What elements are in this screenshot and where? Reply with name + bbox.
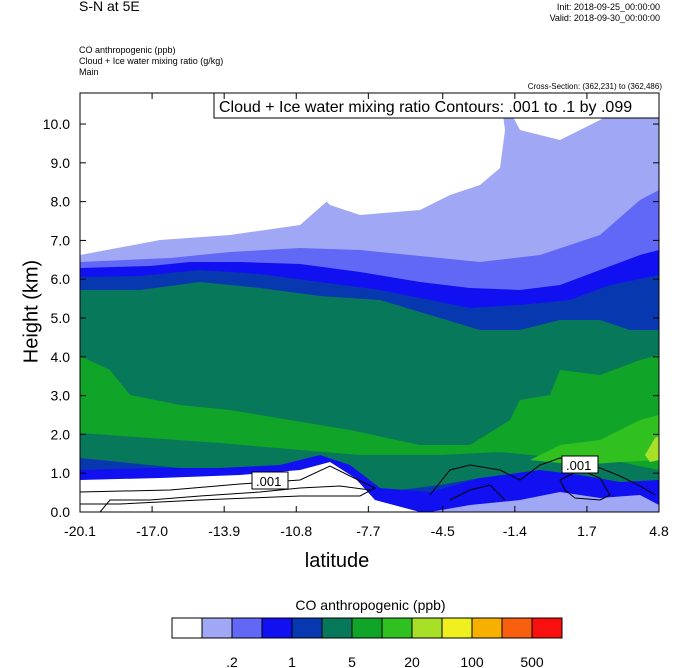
colorbar-swatch: [351, 617, 383, 639]
y-axis-label: Height (km): [20, 259, 43, 364]
y-tick-label: 9.0: [51, 155, 71, 171]
valid-time: Valid: 2018-09-30_00:00:00: [549, 13, 660, 23]
colorbar-swatch: [471, 617, 503, 639]
x-tick-label: 1.7: [577, 523, 597, 539]
x-axis-label: latitude: [304, 550, 370, 572]
co-surface-white: [80, 462, 420, 512]
contour-labels: .001 .001: [251, 455, 599, 490]
colorbar-label: 500: [520, 654, 544, 668]
x-tick-label: -13.9: [208, 523, 240, 539]
contour-lines: [79, 457, 656, 513]
y-tick-label: 0.0: [51, 504, 71, 520]
y-tick-label: 7.0: [51, 232, 71, 248]
y-tick-label: 8.0: [51, 194, 71, 210]
init-time: Init: 2018-09-25_00:00:00: [556, 2, 660, 12]
colorbar-swatch: [381, 617, 413, 639]
x-axis: -20.1 -17.0 -13.9 -10.8 -7.7 -4.5 -1.4 1.7 4.8: [64, 93, 669, 539]
colorbar-title: CO anthropogenic (ppb): [295, 597, 446, 613]
field-main: Main: [79, 67, 99, 77]
y-tick-label: 10.0: [43, 116, 70, 132]
y-tick-label: 1.0: [51, 465, 71, 481]
colorbar-swatch: [321, 617, 353, 639]
co-band-300: [645, 436, 659, 462]
colorbar-label: 1: [288, 654, 296, 668]
init-valid-times: Init: 2018-09-25_00:00:00 Valid: 2018-09…: [550, 2, 660, 24]
x-tick-label: -1.4: [503, 523, 527, 539]
field-descriptions: CO anthropogenic (ppb) Cloud + Ice water…: [79, 45, 223, 78]
cross-section-label: Cross-Section: (362,231) to (362,486): [527, 82, 662, 91]
colorbar-swatch: [231, 617, 263, 639]
y-axis: 0.0 1.0 2.0 3.0 4.0 5.0 6.0 7.0 8.0 9.0 10.0: [43, 116, 659, 520]
filled-contours: [80, 93, 659, 512]
y-tick-label: 4.0: [51, 349, 71, 365]
co-band-100: [80, 355, 659, 470]
contour-info-text: Cloud + Ice water mixing ratio Contours:…: [219, 99, 632, 116]
contour-label-1: .001: [256, 474, 281, 489]
x-tick-label: -20.1: [64, 523, 96, 539]
colorbar-label: 5: [348, 654, 356, 668]
colorbar-label: 20: [404, 654, 420, 668]
contour-label-2: .001: [566, 458, 591, 473]
colorbar-swatch: [291, 617, 323, 639]
x-tick-label: 4.8: [649, 523, 669, 539]
contour-info-box: [213, 92, 660, 119]
field-cloud-ice: Cloud + Ice water mixing ratio (g/kg): [79, 56, 224, 66]
co-band-200: [530, 415, 659, 465]
x-tick-label: -17.0: [136, 523, 168, 539]
colorbar-swatch: [201, 617, 233, 639]
y-tick-label: 5.0: [51, 310, 71, 326]
x-tick-label: -4.5: [431, 523, 455, 539]
plot-location-title: S-N at 5E: [79, 0, 140, 14]
colorbar-swatch: [261, 617, 293, 639]
colorbar-label: 100: [460, 654, 484, 668]
x-tick-label: -10.8: [280, 523, 312, 539]
colorbar-swatch: [411, 617, 443, 639]
y-tick-label: 3.0: [51, 388, 71, 404]
colorbar-label: .2: [226, 654, 238, 668]
colorbar-swatch: [531, 617, 563, 639]
colorbar-swatch: [501, 617, 533, 639]
colorbar-swatch: [171, 617, 203, 639]
x-tick-label: -7.7: [356, 523, 380, 539]
clear-zone: [200, 93, 505, 215]
colorbar: .2 1 5 20 100 500: [171, 617, 563, 668]
y-tick-label: 6.0: [51, 271, 71, 287]
colorbar-swatch: [441, 617, 473, 639]
y-tick-label: 2.0: [51, 426, 71, 442]
field-co: CO anthropogenic (ppb): [79, 45, 176, 55]
